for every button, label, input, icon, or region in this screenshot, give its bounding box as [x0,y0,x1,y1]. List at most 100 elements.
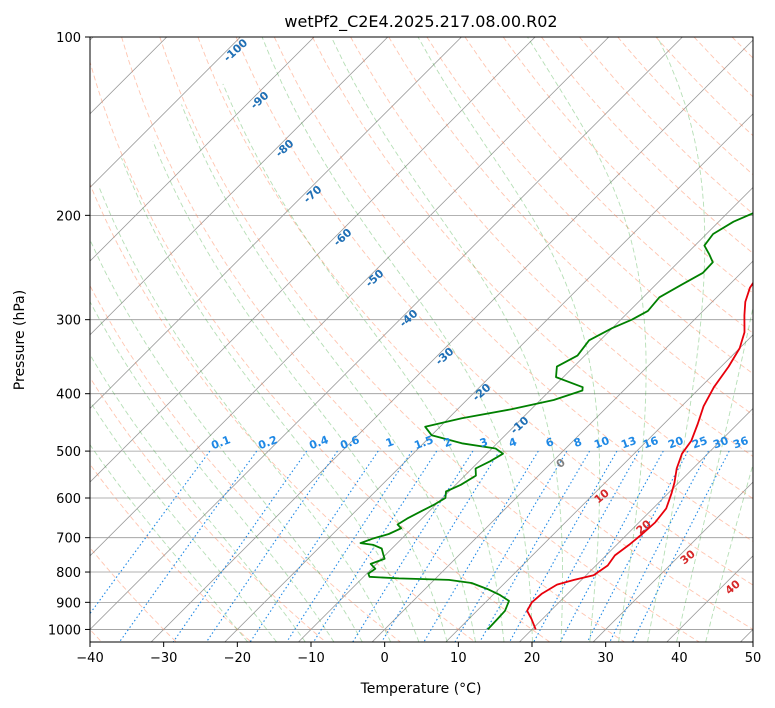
dry-adiabat-line [90,183,476,642]
isotherm-line [90,37,610,557]
y-tick-label: 200 [56,209,81,224]
moist-adiabat-line [330,37,563,642]
moist-adiabat-line [222,83,505,642]
background-lines [90,37,753,642]
mixing-ratio-line [632,450,730,642]
dry-adiabat-line [197,37,753,630]
dry-adiabat-line [90,547,177,642]
mixing-ratio-line [609,450,709,642]
mixing-ratio-line [286,450,413,642]
moist-adiabat-line [90,400,277,642]
x-tick-label: 50 [745,651,762,666]
isotherm-line [371,260,753,642]
y-tick-label: 400 [56,388,81,403]
dewpoint-profile-line [359,212,753,631]
moist-adiabat-line [90,238,363,642]
mixing-ratio-label: 10 [592,434,611,452]
dry-adiabat-line [388,37,753,416]
dry-adiabat-line [312,37,753,500]
y-tick-label: 600 [56,492,81,507]
dry-adiabat-line [426,37,753,375]
dry-adiabat-line [502,37,753,294]
y-tick-label: 900 [56,596,81,611]
x-tick-label: 0 [381,651,389,666]
mixing-ratio-label: 1 [384,435,396,450]
isotherm-line [90,37,389,336]
isotherm-line [445,334,753,642]
x-tick-label: −20 [224,651,251,666]
y-tick-label: 1000 [48,623,81,638]
dry-adiabat-line [350,37,753,457]
mixing-ratio-label: 1.5 [412,433,435,452]
moist-adiabat-line [261,37,533,642]
mixing-ratio-label: 13 [619,434,638,451]
isotherm-line [592,481,753,642]
mixing-ratio-label: 2 [442,435,454,450]
mixing-ratio-label: 4 [507,435,519,450]
mixing-ratio-label: 30 [711,434,730,452]
moist-adiabat-line [90,353,306,642]
x-tick-label: −10 [297,651,324,666]
dry-adiabat-line [235,37,753,586]
x-axis-label: Temperature (°C) [360,681,482,697]
y-axis-label: Pressure (hPa) [12,290,28,390]
x-tick-label: 10 [450,651,467,666]
isotherm-line [298,186,753,642]
series-group [359,212,753,631]
dry-adiabat-line [121,37,625,642]
mixing-ratio-line [381,450,500,642]
mixing-ratio-label: 8 [572,435,584,450]
mixing-ratio-line [586,450,689,642]
moist-adiabat-line [527,37,647,642]
isotherm-line [150,39,753,642]
dry-adiabat-line [90,463,252,642]
mixing-ratio-line [479,450,591,642]
x-tick-label: −30 [150,651,177,666]
mixing-ratio-label: 25 [690,434,709,451]
mixing-ratio-line [249,450,379,642]
y-axis: 100 200 300 400 500 600 700 800 900 1000 [48,31,90,638]
dry-adiabat-line [90,284,401,642]
dry-adiabat-line [90,376,326,642]
moist-adiabat-line [90,300,335,642]
mixing-ratio-label: 0.4 [307,433,330,452]
dry-adiabat-line [159,37,700,642]
isotherm-line [224,113,753,642]
y-tick-label: 800 [56,566,81,581]
moist-adiabat-line [90,443,249,642]
isotherm-line [90,37,315,262]
mixing-ratio-label: 0.2 [256,433,279,452]
isotherm-line [90,37,536,483]
temperature-profile-line [526,281,753,630]
mixing-ratio-label: 36 [731,434,750,452]
moist-adiabat-line [417,37,601,642]
mixing-ratio-line [90,450,211,615]
mixing-ratio-line [205,450,338,642]
x-tick-label: 20 [524,651,541,666]
isotherm-line [519,407,753,642]
moist-adiabat-line [121,157,420,642]
isotherm-line [90,37,462,410]
y-tick-label: 500 [56,445,81,460]
y-tick-label: 300 [56,314,81,329]
moist-adiabat-line [99,188,392,642]
chart-title: wetPf2_C2E4.2025.217.08.00.R02 [284,12,557,32]
isotherm-line [90,37,683,631]
dry-adiabat-line [90,60,551,642]
plot-frame [89,36,754,643]
y-tick-label: 700 [56,532,81,547]
mixing-ratio-line [509,450,618,642]
x-tick-label: 40 [671,651,688,666]
mixing-ratio-label: 6 [544,435,556,450]
moist-adiabat-line [676,305,753,642]
moist-adiabat-line [152,141,448,642]
moist-adiabat-line [181,104,476,642]
moist-adiabat-line [647,37,706,642]
mixing-ratio-line [559,450,664,642]
mixing-ratio-label: 0.1 [209,433,232,452]
x-tick-label: −40 [76,651,103,666]
moist-adiabat-line [705,462,753,642]
y-tick-label: 100 [56,31,81,46]
